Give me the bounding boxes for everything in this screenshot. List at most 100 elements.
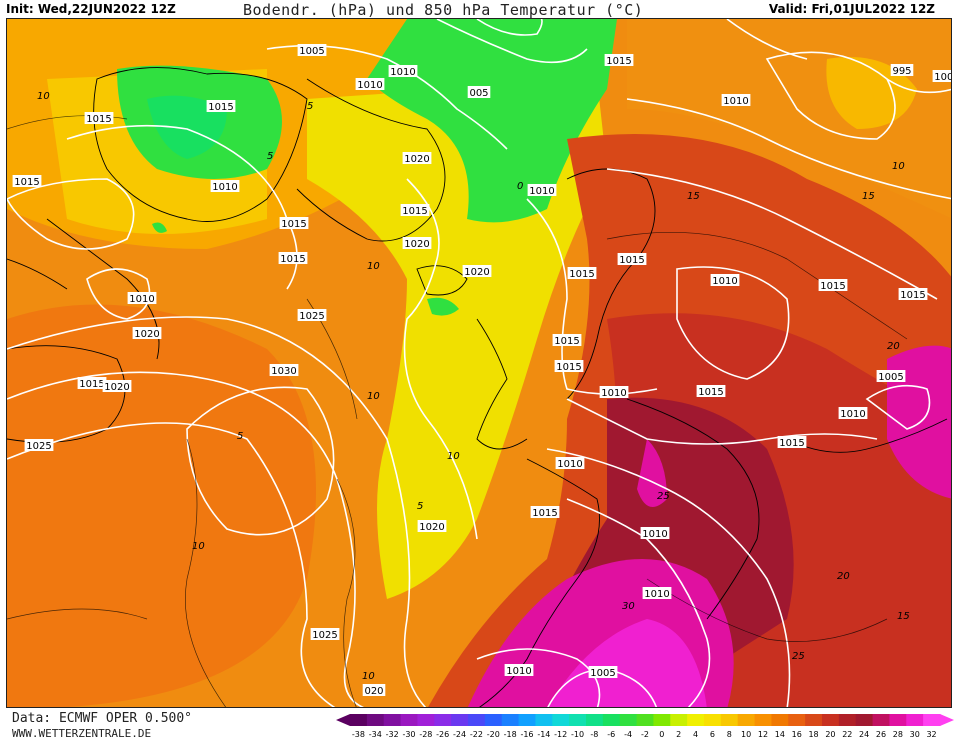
colorbar-tick-label: -18	[504, 730, 517, 739]
isobar-label: 1010	[640, 527, 670, 540]
colorbar-tick-label: 28	[893, 730, 903, 739]
small-cold-pocket-2	[152, 222, 167, 233]
isobar-label: 1010	[710, 274, 740, 287]
colorbar-tick-label: 2	[676, 730, 681, 739]
isobar-label: 1010	[555, 457, 585, 470]
isobar-label: 1015	[617, 253, 647, 266]
colorbar-swatch	[720, 714, 739, 726]
chart-title: Bodendr. (hPa) und 850 hPa Temperatur (°…	[243, 1, 644, 19]
isobar-label: 1010	[599, 386, 629, 399]
data-source: Data: ECMWF OPER 0.500°	[12, 711, 193, 726]
svg-text:995: 995	[892, 66, 911, 77]
svg-text:1020: 1020	[134, 329, 159, 340]
colorbar-tick-label: -38	[352, 730, 365, 739]
colorbar-swatch	[805, 714, 823, 726]
east-heat-core	[887, 345, 951, 499]
svg-text:1005: 1005	[590, 668, 615, 679]
isobar-label: 1015	[554, 360, 584, 373]
svg-text:1010: 1010	[601, 388, 626, 399]
svg-text:1030: 1030	[271, 366, 296, 377]
isobar-label: 1020	[462, 265, 492, 278]
temperature-label: 20	[837, 571, 850, 582]
arctic-cold-zone	[367, 19, 617, 223]
temperature-label: 15	[897, 611, 910, 622]
temperature-label: 25	[657, 491, 670, 502]
colorbar-swatch	[552, 714, 570, 726]
temperature-label: 10	[367, 261, 380, 272]
isobar-label: 1025	[24, 439, 54, 452]
isobar-label: 1025	[297, 309, 327, 322]
isobar-label: 1015	[77, 377, 107, 390]
svg-text:1025: 1025	[312, 630, 337, 641]
colorbar-tick-label: -20	[487, 730, 500, 739]
colorbar-tick-label: 4	[693, 730, 698, 739]
colorbar-swatch	[417, 714, 435, 726]
map-canvas: 1005101010151010101500510151010100099510…	[7, 19, 951, 707]
temperature-colorbar: -38 -34 -32 -30 -28 -26 -24 -22 -20 -18 -16 -14 -12-…	[336, 714, 954, 739]
colorbar-swatch	[889, 714, 907, 726]
colorbar-swatch	[855, 714, 874, 726]
isobar-label: 1015	[696, 385, 726, 398]
isobar-label: 1000	[932, 70, 951, 83]
svg-text:1010: 1010	[529, 186, 554, 197]
svg-text:1010: 1010	[557, 459, 582, 470]
temperature-label: 10	[192, 541, 205, 552]
website-url[interactable]: WWW.WETTERZENTRALE.DE	[12, 727, 152, 740]
colorbar-swatch	[822, 714, 840, 726]
isobar-label: 1005	[297, 44, 327, 57]
isobar-label: 1020	[402, 152, 432, 165]
isobar-label: 1020	[132, 327, 162, 340]
colorbar-tick-label: -10	[571, 730, 584, 739]
svg-text:1015: 1015	[532, 508, 557, 519]
isobar-label: 1015	[12, 175, 42, 188]
colorbar-tick-label: 0	[659, 730, 664, 739]
isobar-label: 1010	[355, 78, 385, 91]
svg-text:1015: 1015	[79, 379, 104, 390]
svg-text:1005: 1005	[299, 46, 324, 57]
isobar-label: 1010	[721, 94, 751, 107]
colorbar-tick-label: 10	[741, 730, 751, 739]
colorbar-tick-label: 32	[926, 730, 936, 739]
isobar-label: 1020	[417, 520, 447, 533]
svg-text:1015: 1015	[900, 290, 925, 301]
svg-text:1020: 1020	[104, 382, 129, 393]
isobar-label: 1015	[206, 100, 236, 113]
temperature-label: 5	[267, 151, 273, 162]
colorbar-tick-label: -28	[419, 730, 432, 739]
isobar-label: 005	[467, 86, 491, 99]
svg-text:1015: 1015	[820, 281, 845, 292]
chart-header: Init: Wed,22JUN2022 12Z Bodendr. (hPa) u…	[0, 0, 959, 20]
colorbar-tick-label: 24	[859, 730, 869, 739]
init-time: Init: Wed,22JUN2022 12Z	[6, 2, 176, 16]
svg-text:1015: 1015	[86, 114, 111, 125]
colorbar-tick-label: 30	[910, 730, 920, 739]
svg-text:1020: 1020	[404, 239, 429, 250]
isobar-label: 1015	[777, 436, 807, 449]
temperature-label: 5	[307, 101, 313, 112]
colorbar-tick-label: -32	[386, 730, 399, 739]
temperature-label: 25	[792, 651, 805, 662]
temperature-label: 10	[447, 451, 460, 462]
svg-text:1010: 1010	[129, 294, 154, 305]
temperature-label: 15	[862, 191, 875, 202]
isobar-label: 1010	[642, 587, 672, 600]
colorbar-tick-label: -8	[590, 730, 598, 739]
colorbar-swatch	[484, 714, 503, 726]
colorbar-swatch	[636, 714, 654, 726]
svg-text:1015: 1015	[208, 102, 233, 113]
colorbar-tick-label: -4	[624, 730, 632, 739]
colorbar-swatch	[451, 714, 469, 726]
svg-text:1020: 1020	[419, 522, 444, 533]
isobar-label: 995	[890, 64, 914, 77]
colorbar-swatch	[653, 714, 671, 726]
colorbar-tick-label: -2	[641, 730, 649, 739]
colorbar-swatch	[518, 714, 536, 726]
colorbar-tick-label: -26	[436, 730, 449, 739]
colorbar-tick-label: 22	[842, 730, 852, 739]
valid-time: Valid: Fri,01JUL2022 12Z	[768, 2, 935, 16]
colorbar-tick-label: 26	[876, 730, 886, 739]
isobar-label: 1015	[898, 288, 928, 301]
atlantic-warm-zone	[7, 304, 316, 707]
colorbar-tick-label: -22	[470, 730, 483, 739]
